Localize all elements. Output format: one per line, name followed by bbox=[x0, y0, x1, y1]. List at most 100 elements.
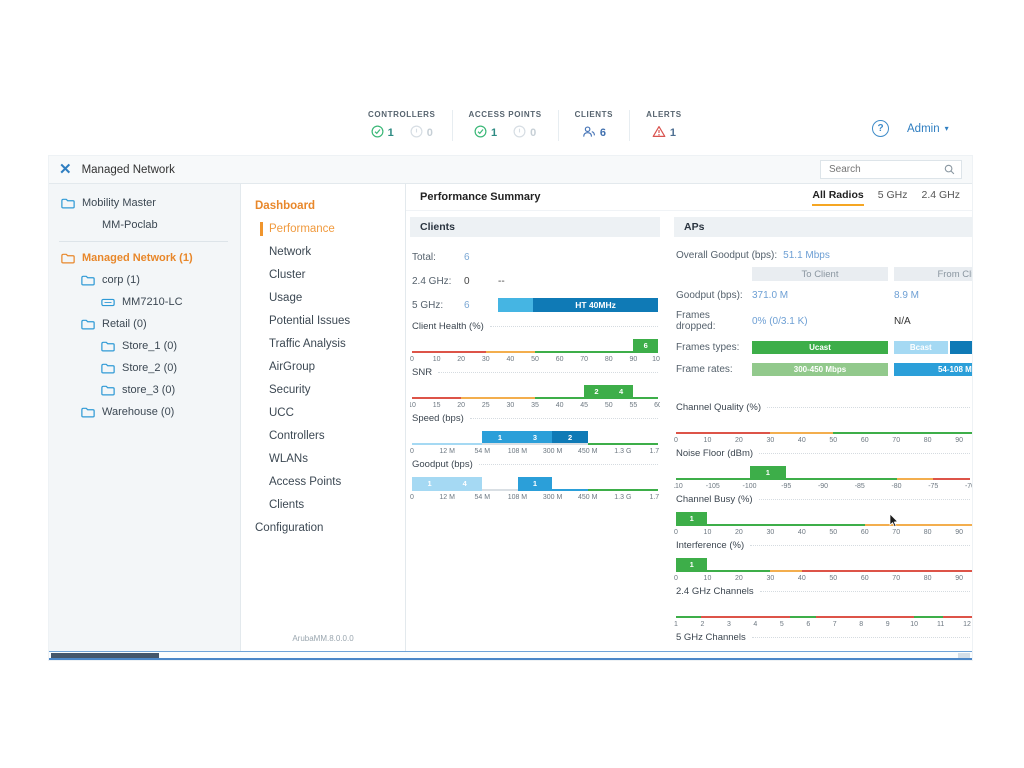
close-icon[interactable]: ✕ bbox=[59, 161, 72, 178]
client-health-chart: Client Health (%)60102030405060708090100 bbox=[410, 321, 660, 363]
axis-tick-label: 60 bbox=[860, 437, 869, 444]
axis-tick-label: -105 bbox=[705, 483, 720, 490]
nav-item-label: Performance bbox=[269, 222, 335, 235]
users-icon bbox=[582, 125, 596, 141]
nav-item[interactable]: UCC bbox=[241, 401, 405, 424]
axis-tick-label: 3 bbox=[726, 621, 731, 628]
tab-all-radios[interactable]: All Radios bbox=[812, 189, 864, 206]
check-circle-icon bbox=[474, 125, 487, 141]
axis-segment bbox=[770, 432, 834, 434]
nav-item-label: WLANs bbox=[269, 452, 308, 465]
nav-item[interactable]: Potential Issues bbox=[241, 309, 405, 332]
tree-item[interactable]: Store_2 (0) bbox=[49, 357, 240, 379]
chart-plot: 132 0 12 M 54 M 108 M 300 M 450 M 1.3 G 1.7 G bbox=[410, 425, 660, 455]
tree-item[interactable]: Retail (0) bbox=[49, 313, 240, 335]
frame-rates-from-bars: 54-108 Mbps bbox=[894, 363, 972, 376]
axis-tick-label: 50 bbox=[829, 575, 838, 582]
folder-icon bbox=[101, 385, 115, 396]
chart-title: Client Health (%) bbox=[412, 321, 658, 332]
histogram-bar: 4 bbox=[608, 385, 634, 397]
tree-item[interactable]: Store_1 (0) bbox=[49, 335, 240, 357]
goodput-row-label: Goodput (bps): bbox=[676, 290, 743, 301]
chevron-down-icon: ▾ bbox=[944, 124, 949, 133]
axis-tick-label: 80 bbox=[923, 437, 932, 444]
nav-item[interactable]: WLANs bbox=[241, 447, 405, 470]
nav-item[interactable]: Cluster bbox=[241, 263, 405, 286]
tree-item-label: Mobility Master bbox=[82, 197, 156, 209]
stat-alerts[interactable]: ALERTS 1 bbox=[629, 110, 698, 141]
search-icon[interactable] bbox=[944, 164, 955, 175]
tab-24ghz[interactable]: 2.4 GHz bbox=[921, 188, 960, 201]
nav-item[interactable]: Performance bbox=[241, 217, 405, 240]
circle-dim-icon bbox=[410, 125, 423, 141]
horizontal-scrollbar[interactable] bbox=[49, 651, 972, 660]
histogram-bar: 1 bbox=[517, 477, 553, 489]
alert-triangle-icon bbox=[652, 125, 666, 141]
axis-tick-label: 80 bbox=[604, 356, 613, 363]
nav-item-label: UCC bbox=[269, 406, 294, 419]
frame-rates-row-label: Frame rates: bbox=[676, 364, 733, 375]
stat-value: 1 bbox=[490, 127, 498, 139]
axis-segment bbox=[412, 351, 486, 353]
axis-segment bbox=[412, 397, 462, 399]
nav-item[interactable]: Security bbox=[241, 378, 405, 401]
search-input[interactable] bbox=[827, 163, 944, 176]
histogram-bar: 1 bbox=[676, 558, 708, 570]
nav-item[interactable]: AirGroup bbox=[241, 355, 405, 378]
stat-label: CLIENTS bbox=[574, 110, 614, 119]
nav-item[interactable]: Network bbox=[241, 240, 405, 263]
client-speed-chart: Speed (bps) 1 3 2 0 12 M 54 M 108 M 300 M 450 M 1.… bbox=[410, 413, 660, 455]
radio-tabs: All Radios 5 GHz 2.4 GHz bbox=[812, 189, 960, 206]
stat-clients[interactable]: CLIENTS 6 bbox=[557, 110, 629, 141]
nav-item-label: Controllers bbox=[269, 429, 325, 442]
axis-tick-label: 40 bbox=[797, 437, 806, 444]
nav-item[interactable]: Access Points bbox=[241, 470, 405, 493]
stat-access-points[interactable]: ACCESS POINTS 1 0 bbox=[451, 110, 558, 141]
frames-types-from-bars: BcastMcast bbox=[894, 341, 972, 354]
tree-item[interactable]: Mobility Master bbox=[49, 192, 240, 214]
nav-item[interactable]: Controllers bbox=[241, 424, 405, 447]
nav-item-label: Configuration bbox=[255, 521, 324, 534]
tree-item[interactable]: corp (1) bbox=[49, 269, 240, 291]
histogram-bar: 1 bbox=[676, 512, 708, 524]
stat-controllers[interactable]: CONTROLLERS 1 0 bbox=[352, 110, 452, 141]
axis-segment bbox=[535, 397, 658, 399]
stat-value: 6 bbox=[599, 127, 606, 139]
clients-panel-title: Clients bbox=[410, 217, 660, 237]
segment-bar: Bcast bbox=[894, 341, 948, 354]
nav-item[interactable]: Clients bbox=[241, 493, 405, 516]
axis-segment bbox=[790, 616, 816, 618]
channel-quality-chart: Channel Quality (%)010203040506070809010… bbox=[674, 402, 972, 444]
axis-tick-label: 1.7 G bbox=[649, 448, 660, 455]
help-icon[interactable]: ? bbox=[872, 120, 889, 137]
axis-segment bbox=[801, 570, 972, 572]
clients-5ghz-row: 5 GHz: 6 HT 40MHz bbox=[412, 293, 658, 317]
axis-tick-label: 50 bbox=[531, 356, 539, 363]
context-title: Managed Network bbox=[81, 163, 175, 176]
axis-tick-label: 10 bbox=[432, 356, 441, 363]
nav-item[interactable]: Configuration bbox=[241, 516, 405, 539]
nav-item[interactable]: Traffic Analysis bbox=[241, 332, 405, 355]
frames-dropped-from-value: N/A bbox=[894, 315, 911, 327]
user-menu[interactable]: Admin ▾ bbox=[907, 123, 949, 135]
nav-item[interactable]: Dashboard bbox=[241, 194, 405, 217]
search-box[interactable] bbox=[820, 160, 962, 179]
scrollbar-thumb[interactable] bbox=[51, 653, 159, 658]
tree-item[interactable]: store_3 (0) bbox=[49, 379, 240, 401]
tree-item[interactable]: MM7210-LC bbox=[49, 291, 240, 313]
axis-segment bbox=[676, 570, 771, 572]
chart-title: 2.4 GHz Channels bbox=[676, 586, 970, 597]
histogram-bar: 2 bbox=[552, 431, 588, 443]
tree-item[interactable]: Managed Network (1) bbox=[49, 247, 240, 269]
axis-tick-label: 20 bbox=[457, 402, 466, 409]
tab-5ghz[interactable]: 5 GHz bbox=[877, 188, 908, 201]
axis-segment bbox=[485, 351, 535, 353]
axis-tick-label: -110 bbox=[674, 483, 683, 490]
channel-busy-chart: Channel Busy (%)10102030405060708090100 bbox=[674, 494, 972, 536]
axis-tick-label: 50 bbox=[829, 529, 838, 536]
tree-item[interactable]: Warehouse (0) bbox=[49, 401, 240, 423]
axis-tick-label: 30 bbox=[766, 437, 775, 444]
nav-item[interactable]: Usage bbox=[241, 286, 405, 309]
tree-item[interactable]: MM-Poclab bbox=[49, 214, 240, 236]
chart-title: Speed (bps) bbox=[412, 413, 658, 424]
